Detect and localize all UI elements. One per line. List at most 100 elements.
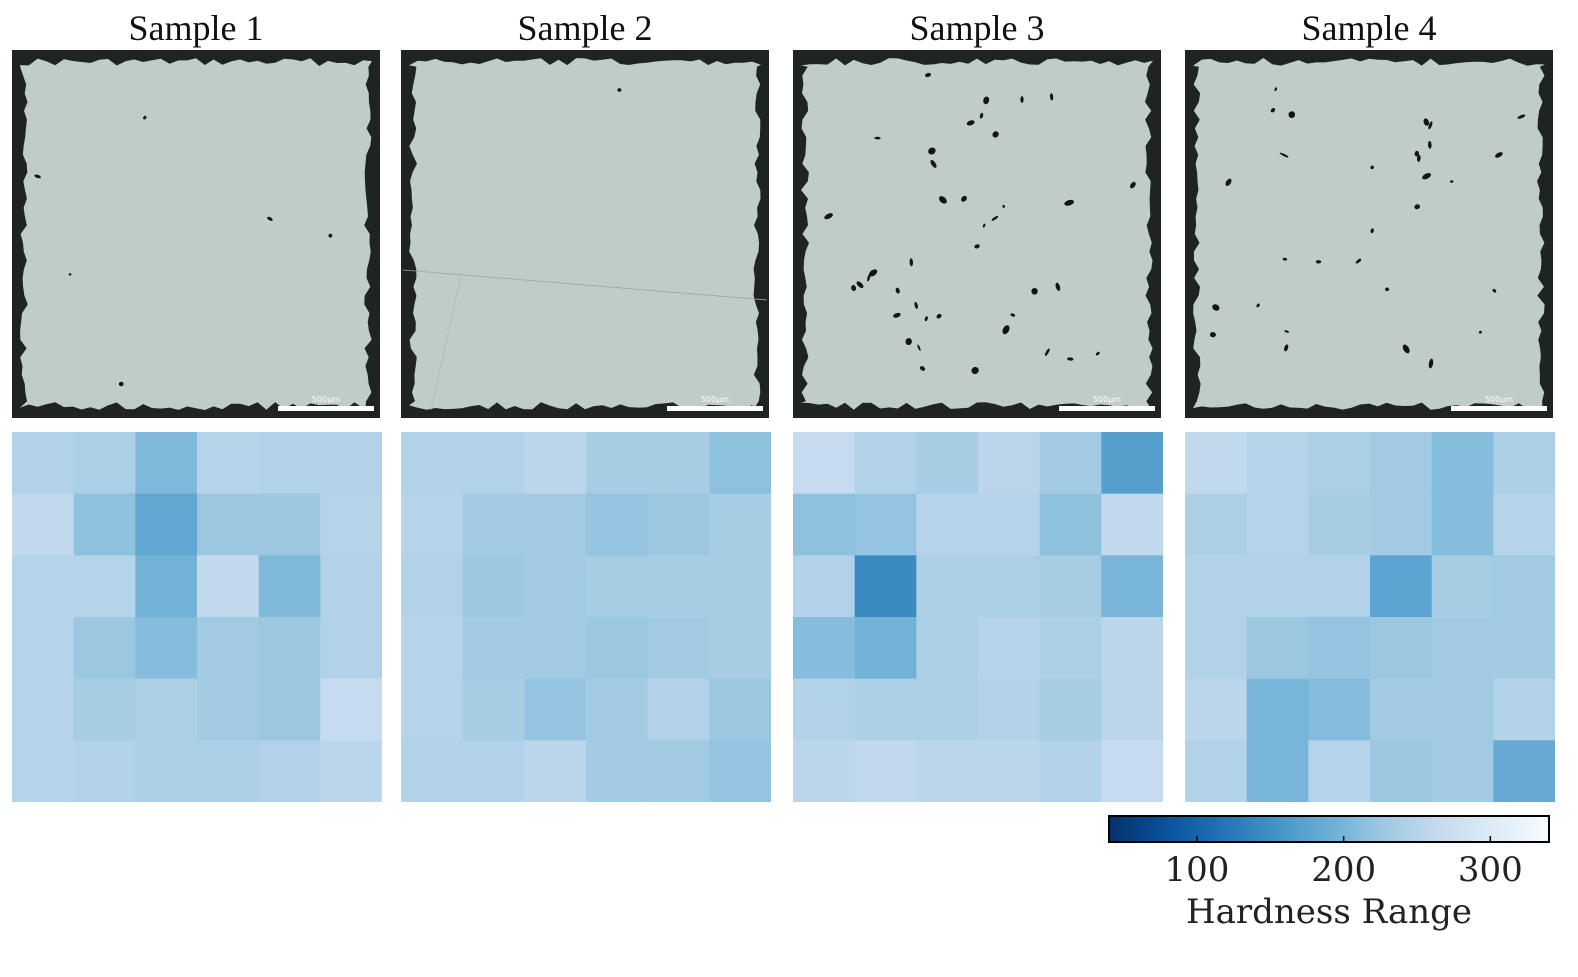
heatmap-cell-r0-c5 bbox=[1101, 432, 1163, 495]
heatmap-cell-r5-c4 bbox=[1431, 740, 1494, 802]
heatmap-cell-r2-c2 bbox=[524, 555, 587, 618]
heatmap-cell-r5-c0 bbox=[12, 740, 75, 802]
heatmap-cell-r1-c4 bbox=[647, 493, 710, 556]
heatmap-cell-r2-c5 bbox=[320, 555, 382, 618]
heatmap-cell-r4-c5 bbox=[1493, 678, 1555, 741]
heatmap-cell-r0-c2 bbox=[524, 432, 587, 495]
heatmap-cell-r5-c3 bbox=[197, 740, 260, 802]
heatmap-cell-r4-c5 bbox=[320, 678, 382, 741]
heatmap-cell-r5-c3 bbox=[1370, 740, 1433, 802]
heatmap-cell-r5-c4 bbox=[258, 740, 321, 802]
scale-bar bbox=[1451, 406, 1547, 411]
colorbar-label: Hardness Range bbox=[1185, 892, 1473, 932]
hardness-heatmap-2 bbox=[401, 432, 771, 802]
heatmap-cell-r0-c3 bbox=[197, 432, 260, 495]
heatmap-cell-r0-c0 bbox=[401, 432, 464, 495]
heatmap-cell-r1-c2 bbox=[524, 493, 587, 556]
micrograph-3: 500µm bbox=[793, 50, 1161, 418]
heatmap-cell-r4-c1 bbox=[462, 678, 525, 741]
heatmap-cell-r5-c5 bbox=[320, 740, 382, 802]
heatmap-cell-r0-c5 bbox=[320, 432, 382, 495]
heatmap-cell-r3-c0 bbox=[401, 617, 464, 680]
heatmap-cell-r0-c4 bbox=[1039, 432, 1102, 495]
heatmap-cell-r4-c4 bbox=[647, 678, 710, 741]
heatmap-cell-r5-c2 bbox=[1308, 740, 1371, 802]
heatmap-cell-r4-c1 bbox=[854, 678, 917, 741]
heatmap-cell-r2-c1 bbox=[73, 555, 136, 618]
heatmap-cell-r3-c4 bbox=[258, 617, 321, 680]
heatmap-cell-r0-c4 bbox=[1431, 432, 1494, 495]
heatmap-cell-r2-c5 bbox=[709, 555, 771, 618]
heatmap-cell-r0-c1 bbox=[1246, 432, 1309, 495]
heatmap-cell-r1-c4 bbox=[258, 493, 321, 556]
heatmap-cell-r2-c2 bbox=[1308, 555, 1371, 618]
scale-bar-label: 500µm bbox=[312, 395, 340, 404]
heatmap-cell-r1-c3 bbox=[978, 493, 1041, 556]
heatmap-cell-r4-c5 bbox=[709, 678, 771, 741]
heatmap-cell-r0-c5 bbox=[709, 432, 771, 495]
heatmap-cell-r2-c1 bbox=[462, 555, 525, 618]
heatmap-cell-r3-c5 bbox=[709, 617, 771, 680]
heatmap-cell-r4-c3 bbox=[586, 678, 649, 741]
heatmap-cell-r4-c0 bbox=[1185, 678, 1248, 741]
heatmap-cell-r5-c3 bbox=[586, 740, 649, 802]
heatmap-cell-r0-c1 bbox=[462, 432, 525, 495]
heatmap-cell-r3-c5 bbox=[1101, 617, 1163, 680]
heatmap-cell-r3-c0 bbox=[12, 617, 75, 680]
heatmap-cell-r3-c3 bbox=[586, 617, 649, 680]
heatmap-cell-r2-c0 bbox=[401, 555, 464, 618]
heatmap-cell-r3-c2 bbox=[524, 617, 587, 680]
heatmap-cell-r4-c3 bbox=[197, 678, 260, 741]
heatmap-cell-r0-c0 bbox=[12, 432, 75, 495]
heatmap-cell-r1-c0 bbox=[793, 493, 856, 556]
scale-bar bbox=[667, 406, 763, 411]
heatmap-cell-r3-c1 bbox=[462, 617, 525, 680]
heatmap-cell-r1-c0 bbox=[12, 493, 75, 556]
heatmap-cell-r4-c1 bbox=[1246, 678, 1309, 741]
heatmap-cell-r3-c4 bbox=[1431, 617, 1494, 680]
heatmap-cell-r1-c3 bbox=[197, 493, 260, 556]
heatmap-cell-r2-c0 bbox=[12, 555, 75, 618]
heatmap-cell-r5-c2 bbox=[916, 740, 979, 802]
heatmap-cell-r5-c1 bbox=[854, 740, 917, 802]
scale-bar-label: 500µm bbox=[701, 395, 729, 404]
hardness-heatmap-4 bbox=[1185, 432, 1555, 802]
colorbar bbox=[1108, 815, 1550, 843]
heatmap-cell-r5-c2 bbox=[135, 740, 198, 802]
heatmap-cell-r3-c2 bbox=[135, 617, 198, 680]
heatmap-cell-r3-c0 bbox=[793, 617, 856, 680]
colorbar-gradient bbox=[1108, 815, 1550, 843]
heatmap-cell-r3-c1 bbox=[73, 617, 136, 680]
heatmap-cell-r2-c4 bbox=[647, 555, 710, 618]
heatmap-cell-r5-c5 bbox=[1101, 740, 1163, 802]
heatmap-cell-r4-c2 bbox=[1308, 678, 1371, 741]
heatmap-cell-r4-c5 bbox=[1101, 678, 1163, 741]
heatmap-cell-r2-c2 bbox=[135, 555, 198, 618]
heatmap-cell-r1-c1 bbox=[1246, 493, 1309, 556]
colorbar-tick-label: 200 bbox=[1311, 850, 1377, 890]
heatmap-cell-r1-c3 bbox=[1370, 493, 1433, 556]
sample-title-1: Sample 1 bbox=[128, 8, 264, 48]
heatmap-cell-r3-c0 bbox=[1185, 617, 1248, 680]
heatmap-cell-r2-c4 bbox=[1039, 555, 1102, 618]
heatmap-cell-r2-c3 bbox=[197, 555, 260, 618]
heatmap-cell-r1-c0 bbox=[1185, 493, 1248, 556]
sample-title-3: Sample 3 bbox=[909, 8, 1045, 48]
heatmap-cell-r4-c2 bbox=[916, 678, 979, 741]
heatmap-cell-r1-c2 bbox=[1308, 493, 1371, 556]
heatmap-cell-r2-c3 bbox=[586, 555, 649, 618]
heatmap-cell-r0-c0 bbox=[793, 432, 856, 495]
heatmap-cell-r0-c2 bbox=[135, 432, 198, 495]
heatmap-cell-r3-c3 bbox=[978, 617, 1041, 680]
heatmap-cell-r5-c1 bbox=[73, 740, 136, 802]
heatmap-cell-r4-c3 bbox=[1370, 678, 1433, 741]
heatmap-cell-r5-c5 bbox=[709, 740, 771, 802]
heatmap-cell-r2-c4 bbox=[258, 555, 321, 618]
heatmap-cell-r1-c4 bbox=[1039, 493, 1102, 556]
heatmap-cell-r1-c2 bbox=[135, 493, 198, 556]
heatmap-cell-r0-c1 bbox=[73, 432, 136, 495]
heatmap-cell-r4-c0 bbox=[793, 678, 856, 741]
heatmap-cell-r3-c2 bbox=[916, 617, 979, 680]
heatmap-cell-r0-c1 bbox=[854, 432, 917, 495]
heatmap-cell-r3-c2 bbox=[1308, 617, 1371, 680]
